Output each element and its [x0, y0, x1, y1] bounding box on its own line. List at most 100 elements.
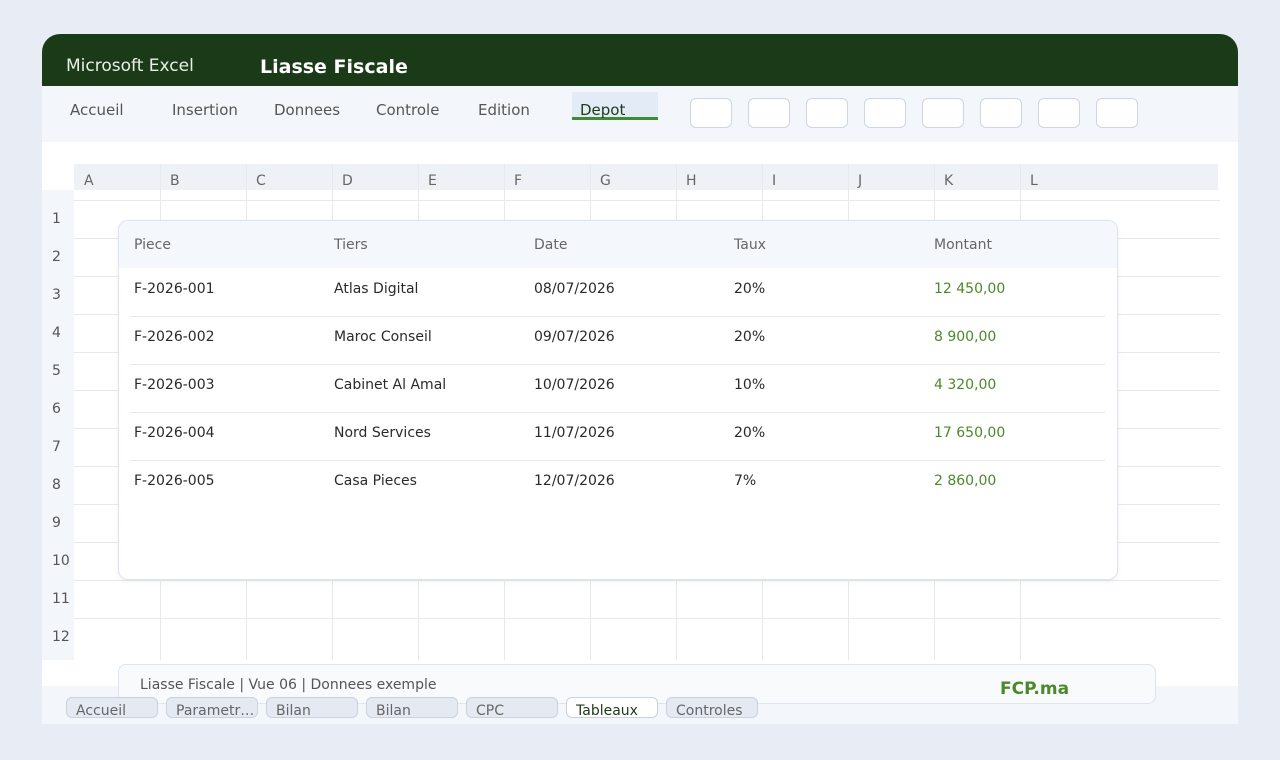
- col-label: L: [1030, 173, 1038, 189]
- table-cell: 11/07/2026: [534, 425, 615, 441]
- table-cell: F-2026-002: [134, 329, 215, 345]
- ribbon-tab[interactable]: Accueil: [70, 101, 124, 119]
- col-label: B: [170, 173, 180, 189]
- ribbon-button[interactable]: [1096, 98, 1138, 128]
- app-name: Microsoft Excel: [66, 56, 194, 76]
- table-cell: 4 320,00: [934, 377, 997, 393]
- footer-status: Liasse Fiscale | Vue 06 | Donnees exempl…: [140, 677, 437, 693]
- table-header: Montant: [934, 237, 992, 253]
- table-cell: Casa Pieces: [334, 473, 417, 489]
- col-label: K: [944, 173, 954, 189]
- table-cell: 8 900,00: [934, 329, 997, 345]
- ribbon-button[interactable]: [864, 98, 906, 128]
- sheet-tab-label: CPC: [476, 703, 504, 718]
- row-label: 9: [52, 515, 61, 531]
- row-label: 4: [52, 325, 61, 341]
- table-cell: F-2026-004: [134, 425, 215, 441]
- table-cell: 08/07/2026: [534, 281, 615, 297]
- sheet-tab-label: Controles: [676, 703, 743, 718]
- title-bar: [42, 34, 1238, 86]
- table-cell: 12 450,00: [934, 281, 1006, 297]
- row-separator: [130, 364, 1105, 365]
- row-label: 12: [52, 629, 70, 645]
- sheet-tab-label: Accueil: [76, 703, 126, 718]
- table-cell: 2 860,00: [934, 473, 997, 489]
- ribbon-button[interactable]: [690, 98, 732, 128]
- footer-brand: FCP.ma: [1000, 679, 1070, 699]
- col-label: D: [342, 173, 353, 189]
- row-label: 7: [52, 439, 61, 455]
- table-header: Tiers: [334, 237, 368, 253]
- sheet-tab[interactable]: Parametr…: [166, 697, 258, 718]
- ribbon-tab[interactable]: Donnees: [274, 101, 341, 119]
- row-label: 5: [52, 363, 61, 379]
- table-header: Piece: [134, 237, 171, 253]
- col-header: [74, 164, 1218, 190]
- table-header-bg: [119, 221, 1117, 268]
- tab-active-bg: [572, 92, 658, 120]
- sheet-tab-label: Bilan: [276, 703, 311, 718]
- table-cell: 20%: [734, 281, 766, 297]
- table-cell: Atlas Digital: [334, 281, 419, 297]
- sheet-tab[interactable]: Bilan: [266, 697, 358, 718]
- row-header: [42, 190, 74, 660]
- table-cell: F-2026-003: [134, 377, 215, 393]
- table-cell: 17 650,00: [934, 425, 1006, 441]
- row-separator: [130, 412, 1105, 413]
- sheet-tab[interactable]: Tableaux: [566, 697, 658, 718]
- col-label: A: [84, 173, 94, 189]
- col-label: J: [858, 173, 863, 189]
- col-label: C: [256, 173, 266, 189]
- col-label: H: [686, 173, 697, 189]
- grid-hline: [74, 618, 1220, 619]
- table-cell: Cabinet Al Amal: [334, 377, 447, 393]
- row-separator: [130, 316, 1105, 317]
- grid-hline: [74, 580, 1220, 581]
- table-panel: [118, 220, 1118, 580]
- ribbon-button[interactable]: [748, 98, 790, 128]
- table-cell: F-2026-001: [134, 281, 215, 297]
- row-label: 8: [52, 477, 61, 493]
- row-label: 11: [52, 591, 70, 607]
- ribbon-tab[interactable]: Controle: [376, 101, 440, 119]
- row-label: 3: [52, 287, 61, 303]
- sheet-tab-label: Bilan: [376, 703, 411, 718]
- row-label: 1: [52, 211, 61, 227]
- sheet-tab[interactable]: Accueil: [66, 697, 158, 718]
- sheet-tab[interactable]: CPC: [466, 697, 558, 718]
- table-cell: 20%: [734, 329, 766, 345]
- grid-hline: [74, 200, 1220, 201]
- ribbon-button[interactable]: [980, 98, 1022, 128]
- sheet-tab[interactable]: Bilan: [366, 697, 458, 718]
- table-cell: 7%: [734, 473, 757, 489]
- sheet-tab[interactable]: Controles: [666, 697, 758, 718]
- table-header: Taux: [734, 237, 766, 253]
- ribbon-button[interactable]: [806, 98, 848, 128]
- ribbon-tab[interactable]: Insertion: [172, 101, 238, 119]
- table-cell: 10%: [734, 377, 766, 393]
- table-cell: 09/07/2026: [534, 329, 615, 345]
- col-label: F: [514, 173, 523, 189]
- table-cell: 12/07/2026: [534, 473, 615, 489]
- doc-title: Liasse Fiscale: [260, 56, 408, 78]
- table-header: Date: [534, 237, 568, 253]
- row-label: 2: [52, 249, 61, 265]
- table-cell: Maroc Conseil: [334, 329, 432, 345]
- ribbon-tab[interactable]: Depot: [580, 101, 626, 119]
- row-label: 6: [52, 401, 61, 417]
- ribbon-button[interactable]: [922, 98, 964, 128]
- col-label: G: [600, 173, 611, 189]
- sheet-tab-label: Tableaux: [576, 703, 638, 718]
- sheet-tabs: Accueil Parametr… Bilan Bilan CPC Tableaux Con…: [42, 686, 1238, 724]
- ribbon-tab[interactable]: Edition: [478, 101, 530, 119]
- row-label: 10: [52, 553, 70, 569]
- col-label: E: [428, 173, 437, 189]
- table-cell: Nord Services: [334, 425, 431, 441]
- table-cell: 20%: [734, 425, 766, 441]
- table-cell: F-2026-005: [134, 473, 215, 489]
- sheet-tab-label: Parametr…: [176, 703, 255, 718]
- table-cell: 10/07/2026: [534, 377, 615, 393]
- col-label: I: [772, 173, 777, 189]
- ribbon-button[interactable]: [1038, 98, 1080, 128]
